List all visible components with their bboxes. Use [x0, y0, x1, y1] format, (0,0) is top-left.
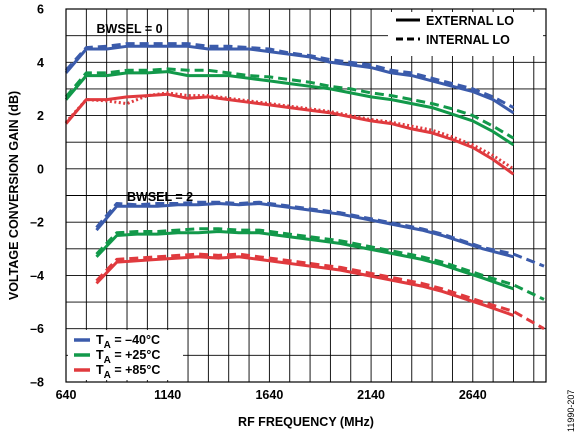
series-lines: [64, 42, 545, 331]
style-legend-label: EXTERNAL LO: [426, 14, 514, 28]
series-line: [64, 91, 515, 171]
y-axis-title: VOLTAGE CONVERSION GAIN (dB): [7, 91, 21, 300]
color-legend-label: TA = –40°C: [96, 333, 160, 351]
series-line: [64, 44, 515, 115]
x-axis-title: RF FREQUENCY (MHz): [238, 415, 374, 429]
style-legend-label: INTERNAL LO: [426, 33, 510, 47]
color-legend-label: TA = +85°C: [96, 363, 160, 381]
series-line: [64, 42, 515, 109]
annotation-bwsel-2: BWSEL = 2: [127, 190, 193, 204]
color-legend: TA = –40°CTA = +25°CTA = +85°C: [68, 330, 183, 381]
annotation-bwsel-0: BWSEL = 0: [97, 22, 163, 36]
y-tick-label: 6: [37, 3, 44, 17]
y-tick-label: –8: [30, 376, 44, 390]
y-tick-label: 4: [37, 56, 44, 70]
x-tick-label: 2140: [357, 388, 385, 402]
color-legend-label: TA = +25°C: [96, 348, 160, 366]
style-legend: EXTERNAL LO INTERNAL LO: [388, 12, 543, 56]
series-line: [95, 200, 545, 268]
series-line: [64, 70, 515, 147]
x-tick-label: 640: [56, 388, 77, 402]
x-tick-labels: 640 1140 1640 2140 2640: [56, 388, 487, 402]
x-tick-label: 1640: [255, 388, 283, 402]
y-tick-label: 2: [37, 109, 44, 123]
series-line: [64, 67, 515, 140]
series-line: [95, 255, 514, 317]
series-line: [95, 252, 545, 331]
x-tick-label: 2640: [459, 388, 487, 402]
series-line: [95, 227, 545, 301]
y-tick-label: –6: [30, 322, 44, 336]
plot-frame: [65, 8, 547, 383]
y-tick-label: 0: [37, 162, 44, 176]
x-tick-label: 1140: [154, 388, 181, 402]
y-tick-label: –4: [30, 269, 44, 283]
y-tick-labels: –8 –6 –4 –2 0 2 4 6: [30, 3, 44, 390]
series-line: [95, 230, 514, 291]
annotations: BWSEL = 0 BWSEL = 2: [97, 22, 194, 204]
series-line: [64, 92, 515, 176]
figure-id: 11990-207: [566, 390, 576, 432]
y-tick-label: –2: [30, 216, 44, 230]
